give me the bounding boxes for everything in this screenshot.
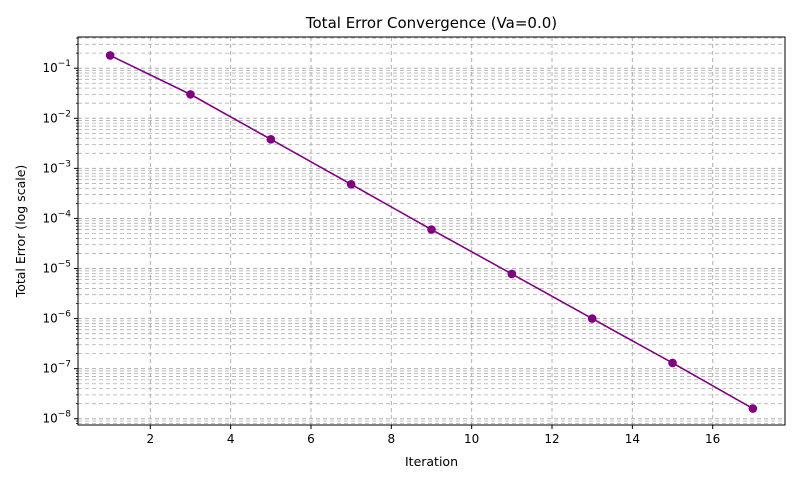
- y-tick-label: 10−2: [42, 109, 71, 125]
- y-tick-label: 10−7: [42, 360, 71, 376]
- x-tick-label: 12: [544, 432, 559, 446]
- data-point: [105, 51, 115, 60]
- x-tick-label: 6: [307, 432, 315, 446]
- data-point: [427, 225, 436, 234]
- x-tick-label: 2: [146, 432, 154, 446]
- data-point: [668, 358, 677, 368]
- x-tick-label: 16: [705, 432, 720, 446]
- x-tick-label: 14: [625, 432, 640, 446]
- x-tick-label: 8: [388, 432, 396, 446]
- data-point: [346, 180, 356, 189]
- y-axis-label: Total Error (log scale): [13, 165, 28, 299]
- series-layer: [105, 51, 758, 413]
- x-tick-label: 10: [464, 432, 479, 446]
- grid-lines: [78, 37, 785, 425]
- data-point: [266, 135, 276, 144]
- data-point: [748, 404, 758, 413]
- chart-title: Total Error Convergence (Va=0.0): [305, 14, 557, 32]
- x-tick-label: 4: [227, 432, 235, 446]
- plot-frame: [77, 36, 786, 426]
- y-tick-label: 10−8: [42, 410, 71, 426]
- y-tick-label: 10−4: [42, 209, 71, 225]
- data-point: [186, 90, 195, 99]
- x-axis: 2 4 6 8 10 12 14 16: [146, 425, 720, 446]
- y-tick-label: 10−5: [42, 260, 71, 276]
- x-axis-label: Iteration: [405, 454, 458, 469]
- data-point: [507, 269, 517, 279]
- y-tick-label: 10−1: [42, 59, 71, 75]
- y-axis: 10−1 10−2 10−3 10−4 10−5 10−6 10−7 10−8: [42, 37, 78, 426]
- y-tick-label: 10−3: [42, 159, 71, 175]
- y-tick-label: 10−6: [42, 310, 71, 326]
- data-point: [587, 314, 597, 323]
